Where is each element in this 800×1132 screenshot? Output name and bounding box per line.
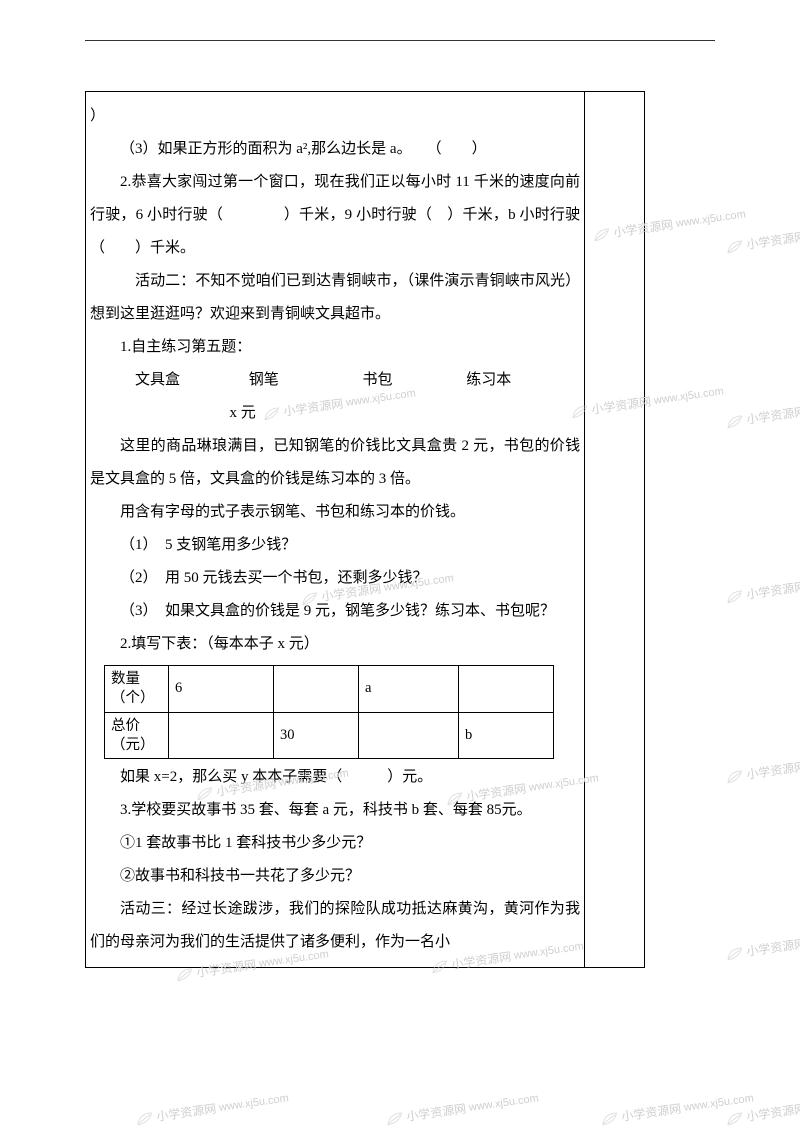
price-table: 数量（个） 6 a 总价（元） 30 b (104, 665, 554, 759)
watermark: 小学资源网www.xj5u.com (725, 924, 800, 962)
question-title: 3.学校要买故事书 35 套、每套 a 元，科技书 b 套、每套 85元。 (90, 794, 580, 827)
watermark: 小学资源网www.xj5u.com (725, 747, 800, 785)
table-cell (459, 666, 554, 713)
document-frame: ） （3）如果正方形的面积为 a²,那么边长是 a。 （ ） 2.恭喜大家闯过第… (85, 91, 645, 968)
table-row: 总价（元） 30 b (105, 712, 554, 759)
paragraph: 2.恭喜大家闯过第一个窗口，现在我们正以每小时 11 千米的速度向前行驶，6 小… (90, 166, 580, 265)
watermark: 小学资源网www.xj5u.com (725, 567, 800, 605)
item-label: 练习本 (466, 364, 511, 397)
item-label: 书包 (363, 364, 463, 397)
watermark: 小学资源网www.xj5u.com (725, 217, 800, 255)
table-cell: b (459, 712, 554, 759)
text-line: （3）如果正方形的面积为 a²,那么边长是 a。 （ ） (90, 133, 580, 166)
item-row: 文具盒 钢笔 书包 练习本 (90, 364, 580, 397)
header-rule (85, 40, 715, 41)
watermark: 小学资源网www.xj5u.com (725, 392, 800, 430)
table-cell (274, 666, 359, 713)
table-row: 数量（个） 6 a (105, 666, 554, 713)
document-body: ） （3）如果正方形的面积为 a²,那么边长是 a。 （ ） 2.恭喜大家闯过第… (86, 92, 584, 967)
text-line: ） (90, 100, 580, 133)
sub-question: ①1 套故事书比 1 套科技书少多少元？ (90, 827, 580, 860)
watermark: 小学资源网www.xj5u.com (725, 1089, 800, 1127)
sub-question: （3） 如果文具盒的价钱是 9 元，钢笔多少钱？练习本、书包呢？ (90, 595, 580, 628)
sub-question: （2） 用 50 元钱去买一个书包，还剩多少钱？ (90, 562, 580, 595)
paragraph: 活动二：不知不觉咱们已到达青铜峡市，（课件演示青铜峡市风光）想到这里逛逛吗？欢迎… (90, 265, 580, 331)
table-cell (169, 712, 274, 759)
side-column (585, 92, 645, 968)
item-label: 文具盒 (135, 364, 245, 397)
paragraph: 活动三：经过长途跋涉，我们的探险队成功抵达麻黄沟，黄河作为我们的母亲河为我们的生… (90, 893, 580, 959)
text-line: 如果 x=2，那么买 y 本本子需要（ ）元。 (90, 761, 580, 794)
table-cell: 总价（元） (105, 712, 169, 759)
sub-question: （1） 5 支钢笔用多少钱？ (90, 529, 580, 562)
sub-question: ②故事书和科技书一共花了多少元？ (90, 860, 580, 893)
item-label: 钢笔 (249, 364, 359, 397)
item-label: x 元 (90, 397, 580, 430)
question-title: 2.填写下表：（每本本子 x 元） (90, 628, 580, 661)
main-column: ） （3）如果正方形的面积为 a²,那么边长是 a。 （ ） 2.恭喜大家闯过第… (86, 92, 585, 968)
page-container: ） （3）如果正方形的面积为 a²,那么边长是 a。 （ ） 2.恭喜大家闯过第… (85, 40, 725, 1100)
table-cell (359, 712, 459, 759)
table-cell: 6 (169, 666, 274, 713)
question-title: 1.自主练习第五题： (90, 331, 580, 364)
table-cell: 数量（个） (105, 666, 169, 713)
text-line: 用含有字母的式子表示钢笔、书包和练习本的价钱。 (90, 496, 580, 529)
table-cell: 30 (274, 712, 359, 759)
table-cell: a (359, 666, 459, 713)
paragraph: 这里的商品琳琅满目，已知钢笔的价钱比文具盒贵 2 元，书包的价钱是文具盒的 5 … (90, 430, 580, 496)
